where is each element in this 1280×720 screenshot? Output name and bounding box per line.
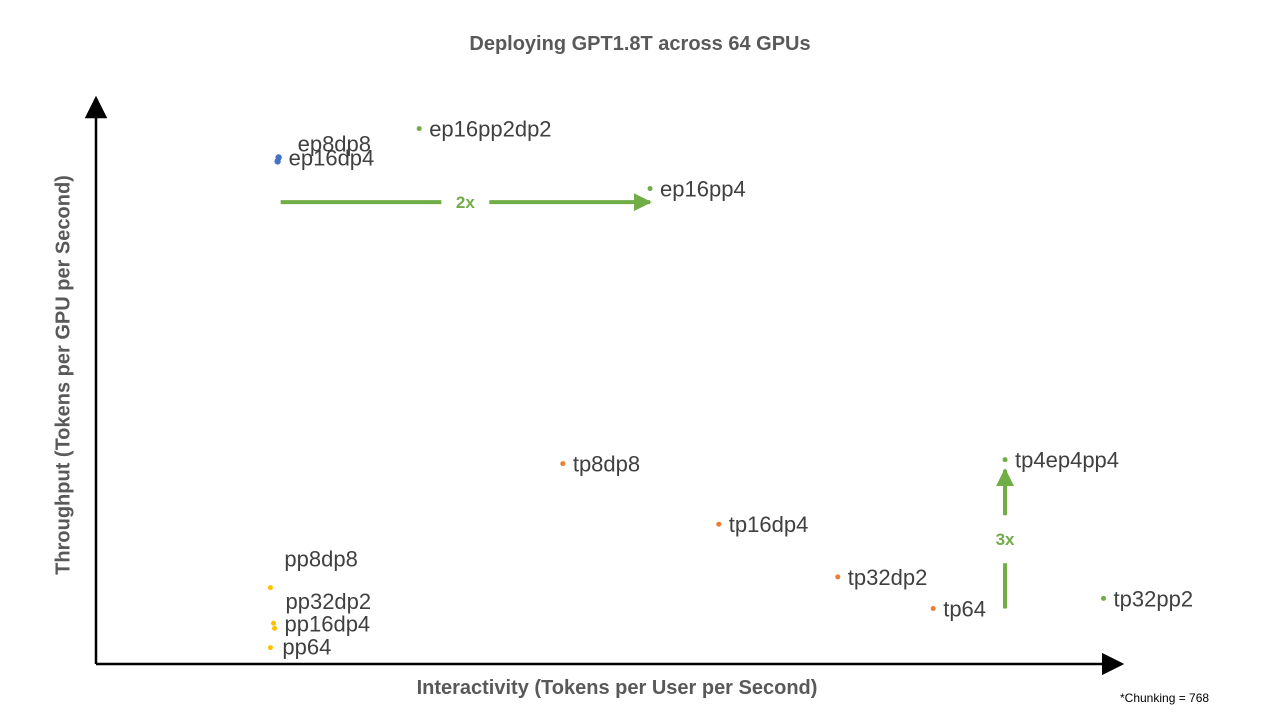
point-pp8dp8 [267,585,273,591]
point-tp64 [930,606,936,612]
point-tp8dp8 [560,461,566,467]
point-pp32dp2 [270,620,276,626]
point-label-ep8dp8: ep8dp8 [298,131,371,156]
point-label-ep16pp4: ep16pp4 [660,177,746,202]
point-label-tp32dp2: tp32dp2 [848,565,928,590]
point-tp16dp4 [716,521,722,527]
point-pp16dp4 [272,625,278,631]
x-axis-label: Interactivity (Tokens per User per Secon… [416,677,818,699]
point-label-ep16pp2dp2: ep16pp2dp2 [429,117,551,142]
chart-title: Deploying GPT1.8T across 64 GPUs [469,33,811,55]
annotation-label-3x: 3x [996,530,1015,549]
point-ep8dp8 [274,158,281,165]
point-pp64 [267,645,273,651]
point-label-tp16dp4: tp16dp4 [729,512,809,537]
point-label-tp32pp2: tp32pp2 [1114,586,1194,611]
point-tp4ep4pp4 [1002,457,1008,463]
point-label-pp16dp4: pp16dp4 [285,611,371,636]
point-tp32pp2 [1101,595,1107,601]
point-label-tp4ep4pp4: tp4ep4pp4 [1015,448,1119,473]
point-label-ep16dp4: ep16dp4 [289,145,375,170]
point-ep16pp4 [647,186,653,192]
point-tp32dp2 [835,574,841,580]
point-label-pp8dp8: pp8dp8 [284,547,357,572]
annotation-label-2x: 2x [456,193,475,212]
point-label-tp64: tp64 [943,597,986,622]
point-label-tp8dp8: tp8dp8 [573,452,640,477]
footnote: *Chunking = 768 [1120,691,1210,705]
point-ep16pp2dp2 [416,126,422,132]
point-label-pp64: pp64 [282,635,331,660]
point-label-pp32dp2: pp32dp2 [285,589,371,614]
